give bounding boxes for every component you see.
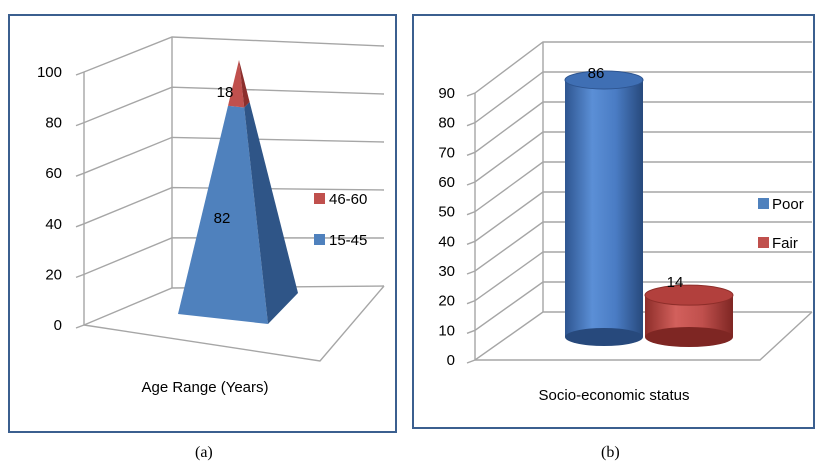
y-tick-label-a: 60 [45,165,62,182]
legend-label-46-60: 46-60 [329,191,367,208]
y-tick-label-b: 90 [438,85,455,102]
y-tick-label-a: 40 [45,216,62,233]
gridline-b [466,221,812,275]
gridline-a [75,36,385,76]
gridline-a [75,86,385,127]
gridline-b [466,191,812,245]
caption-b: (b) [601,444,620,461]
chart-b-yticks: 0 10 20 30 40 50 60 70 80 90 [438,85,455,369]
caption-a: (a) [195,444,213,461]
y-tick-label-a: 0 [54,317,62,334]
cylinder-fair-bottom [645,327,733,347]
floor-edge-a [83,285,385,362]
cylinder-fair-top [644,284,734,306]
y-tick-label-b: 10 [438,322,455,339]
gridline-a [75,136,385,177]
y-tick-label-a: 20 [45,266,62,283]
gridline-b [466,161,812,216]
legend-swatch-poor [758,198,769,209]
y-tick-label-b: 70 [438,144,455,161]
chart-b-grid [466,41,813,364]
floor-edge-b [475,311,813,361]
cylinder-poor-bottom [565,328,643,346]
gridline-b [466,251,812,305]
cylinder-poor-body [565,79,643,337]
y-tick-label-b: 20 [438,293,455,310]
x-axis-label-a: Age Range (Years) [141,379,268,396]
legend-label-poor: Poor [772,196,804,213]
pyramid-46-60-side [239,60,250,108]
legend-swatch-46-60 [314,193,325,204]
x-axis-label-b: Socio-economic status [539,387,690,404]
gridline-b [466,131,812,186]
gridline-b [466,41,812,97]
legend-label-fair: Fair [772,235,798,252]
cylinder-poor-top [564,70,644,90]
data-label-15-45: 82 [214,210,231,227]
y-tick-label-a: 80 [45,115,62,132]
pyramid-15-45-front [178,105,268,324]
legend-label-15-45: 15-45 [329,232,367,249]
legend-swatch-15-45 [314,234,325,245]
data-label-fair: 14 [667,274,684,291]
pyramid-46-60-front [228,60,245,108]
gridline-b [466,71,812,127]
y-tick-label-b: 50 [438,204,455,221]
data-label-46-60: 18 [217,84,234,101]
chart-b: 0 10 20 30 40 50 60 70 80 90 86 14 Poor Fair Soci… [412,14,815,429]
y-tick-label-b: 40 [438,233,455,250]
chart-a: 0 20 40 60 80 100 82 18 46-60 15-45 Age Range… [8,14,397,433]
gridline-b [466,281,812,334]
y-tick-label-b: 80 [438,115,455,132]
gridline-b [466,101,812,156]
legend-swatch-fair [758,237,769,248]
y-tick-label-b: 30 [438,263,455,280]
y-tick-label-b: 0 [447,352,455,369]
y-tick-label-a: 100 [37,64,62,81]
pyramid-15-45-side [244,101,298,324]
gridline-a [75,186,385,228]
y-tick-label-b: 60 [438,174,455,191]
data-label-poor: 86 [588,65,605,82]
chart-a-yticks: 0 20 40 60 80 100 [37,64,62,334]
